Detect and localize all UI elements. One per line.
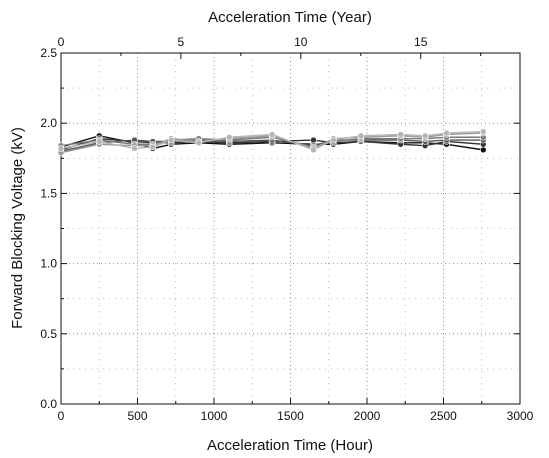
y-axis-title: Forward Blocking Voltage (kV) bbox=[9, 127, 26, 329]
x-tick-label: 1500 bbox=[277, 409, 304, 423]
data-point bbox=[226, 133, 233, 141]
x-tick-label: 500 bbox=[127, 409, 147, 423]
data-point bbox=[268, 131, 276, 138]
x-tick-label: 2500 bbox=[430, 409, 457, 423]
x2-axis-title: Acceleration Time (Year) bbox=[208, 9, 372, 26]
series-layer bbox=[57, 128, 487, 156]
data-point bbox=[421, 132, 429, 140]
x-tick-label: 3000 bbox=[507, 409, 534, 423]
data-point bbox=[479, 128, 487, 135]
data-point bbox=[443, 129, 450, 137]
data-point bbox=[95, 138, 103, 145]
x-tick-label: 0 bbox=[58, 409, 65, 423]
y-tick-label: 2.5 bbox=[40, 46, 57, 60]
x-tick-label: 1000 bbox=[201, 409, 228, 423]
data-point bbox=[479, 146, 487, 154]
tick-labels: 0 500 1000 1500 2000 2500 3000 0.0 0.5 1.0 1.5 2.0 2… bbox=[40, 35, 533, 423]
data-point bbox=[330, 136, 337, 144]
data-point bbox=[131, 145, 138, 152]
y-tick-label: 0.0 bbox=[40, 397, 57, 411]
data-point bbox=[357, 132, 365, 140]
axis-ticks bbox=[60, 52, 521, 405]
y-tick-label: 1.5 bbox=[40, 186, 57, 200]
grid bbox=[61, 53, 520, 404]
data-point bbox=[167, 136, 175, 144]
data-point bbox=[57, 145, 65, 152]
x2-tick-label: 0 bbox=[58, 35, 65, 49]
y-tick-label: 2.0 bbox=[40, 116, 57, 130]
x-tick-label: 2000 bbox=[354, 409, 381, 423]
data-point bbox=[310, 146, 317, 154]
data-point bbox=[397, 131, 404, 138]
x2-tick-label: 15 bbox=[414, 35, 428, 49]
y-tick-label: 1.0 bbox=[40, 257, 57, 271]
x2-tick-label: 10 bbox=[294, 35, 308, 49]
data-point bbox=[310, 136, 317, 144]
y-tick-label: 0.5 bbox=[40, 327, 57, 341]
series-6 bbox=[57, 128, 487, 154]
data-point bbox=[149, 143, 157, 151]
x-axis-title: Acceleration Time (Hour) bbox=[207, 437, 373, 454]
data-point bbox=[195, 139, 202, 147]
x2-tick-label: 5 bbox=[178, 35, 185, 49]
